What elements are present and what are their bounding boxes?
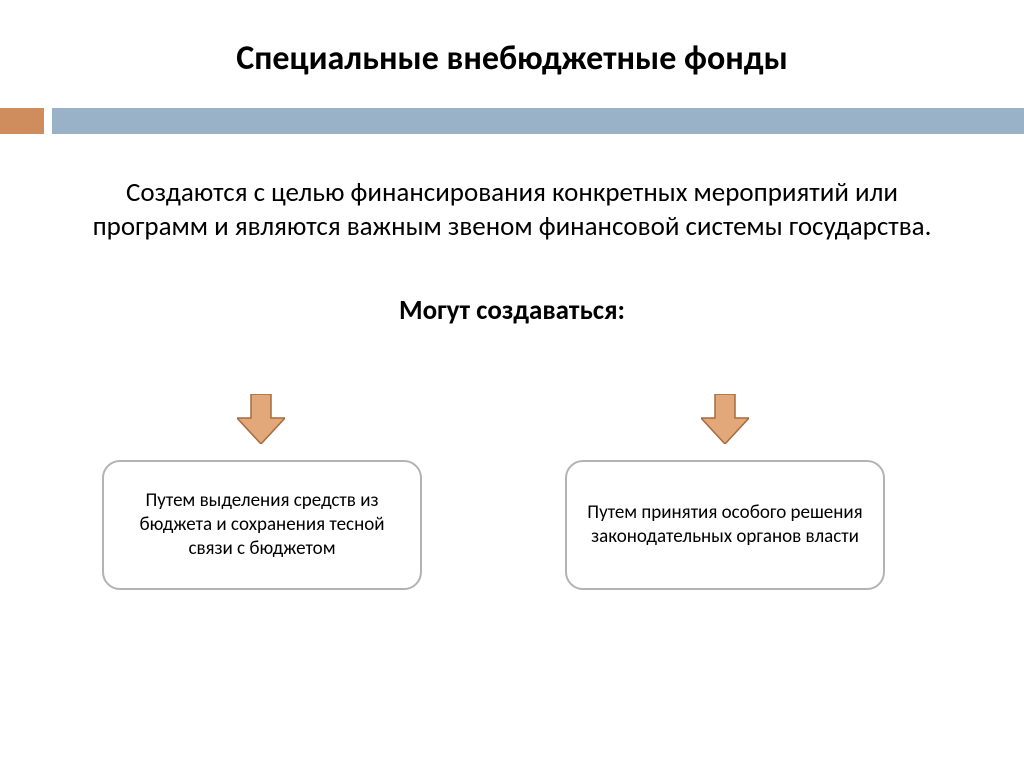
option-box-left-text: Путем выделения средств из бюджета и сох… bbox=[122, 489, 402, 560]
arrow-down-icon bbox=[237, 394, 285, 444]
slide: Специальные внебюджетные фонды Создаются… bbox=[0, 0, 1024, 767]
body-paragraph-1: Создаются с целью финансирования конкрет… bbox=[0, 176, 1024, 244]
accent-bar-left bbox=[0, 108, 44, 134]
option-box-left: Путем выделения средств из бюджета и сох… bbox=[102, 460, 422, 590]
title-wrap: Специальные внебюджетные фонды bbox=[0, 0, 1024, 79]
accent-bar-right bbox=[52, 108, 1024, 134]
accent-bar bbox=[0, 108, 1024, 134]
page-title: Специальные внебюджетные фонды bbox=[0, 38, 1024, 79]
arrow-down-icon bbox=[701, 394, 749, 444]
body-paragraph-2: Могут создаваться: bbox=[0, 294, 1024, 328]
option-box-right-text: Путем принятия особого решения законодат… bbox=[585, 501, 865, 549]
option-box-right: Путем принятия особого решения законодат… bbox=[565, 460, 885, 590]
